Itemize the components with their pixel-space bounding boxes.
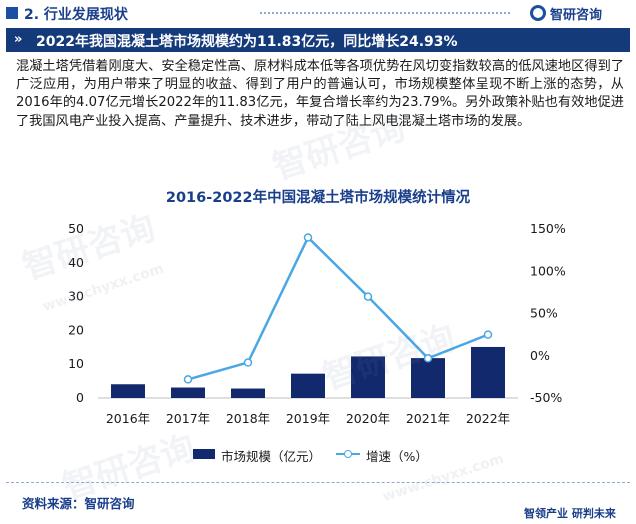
right-axis-tick-label: 100% <box>530 263 566 278</box>
growth-point <box>423 354 433 363</box>
x-tick-label: 2022年 <box>466 411 510 426</box>
double-chevron-icon: » <box>14 32 23 47</box>
left-axis-tick-label: 40 <box>68 255 84 270</box>
bar-2017年 <box>171 387 205 398</box>
body-paragraph: 混凝土塔凭借着刚度大、安全稳定性高、原材料成本低等各项优势在风切变指数较高的低风… <box>16 59 624 129</box>
growth-line <box>187 235 489 381</box>
headline-banner: » 2022年我国混凝土塔市场规模约为11.83亿元，同比增长24.93% <box>6 28 630 52</box>
growth-point <box>483 330 493 339</box>
legend-line-marker <box>344 450 352 458</box>
left-axis-tick-label: 50 <box>68 221 84 236</box>
growth-point <box>303 233 313 242</box>
chart-title: 2016-2022年中国混凝土塔市场规模统计情况 <box>165 190 471 206</box>
growth-point <box>363 292 373 301</box>
legend-bar-swatch <box>193 449 215 459</box>
growth-point <box>243 358 253 367</box>
brand-logo-text: 智研咨询 <box>550 8 603 23</box>
legend-bar-label: 市场规模（亿元） <box>221 449 322 464</box>
left-axis-tick-label: 10 <box>68 356 84 371</box>
section-marker-icon <box>6 7 18 19</box>
footer-divider <box>6 482 630 483</box>
source-note: 资料来源：智研咨询 <box>22 496 135 511</box>
bar-2018年 <box>231 388 265 398</box>
right-axis-tick-label: -50% <box>530 390 562 405</box>
right-axis-tick-label: 50% <box>530 306 558 321</box>
x-tick-label: 2018年 <box>226 411 270 426</box>
brand-logo-icon <box>530 5 546 21</box>
top-bar: 2. 行业发展现状 智研咨询 <box>0 0 636 26</box>
right-axis-tick-label: 150% <box>530 221 566 236</box>
x-tick-label: 2019年 <box>286 411 330 426</box>
x-tick-label: 2016年 <box>106 411 150 426</box>
bar-2021年 <box>411 358 445 398</box>
bar-2020年 <box>351 356 385 398</box>
x-tick-label: 2021年 <box>406 411 450 426</box>
left-axis-tick-label: 0 <box>76 390 84 405</box>
left-axis-tick-label: 20 <box>68 322 84 337</box>
footer-slogan: 智领产业 研判未来 <box>524 507 616 520</box>
right-axis-tick-label: 0% <box>530 348 550 363</box>
headline-text: 2022年我国混凝土塔市场规模约为11.83亿元，同比增长24.93% <box>36 34 458 50</box>
legend-line-label: 增速（%） <box>366 449 428 464</box>
x-tick-label: 2017年 <box>166 411 210 426</box>
section-title: 2. 行业发展现状 <box>24 7 128 23</box>
x-tick-label: 2020年 <box>346 411 390 426</box>
bar-2022年 <box>471 346 505 398</box>
bar-2016年 <box>111 384 145 398</box>
left-axis-tick-label: 30 <box>68 289 84 304</box>
decorative-divider <box>260 12 510 14</box>
bar-2019年 <box>291 373 325 398</box>
growth-point <box>183 375 193 384</box>
